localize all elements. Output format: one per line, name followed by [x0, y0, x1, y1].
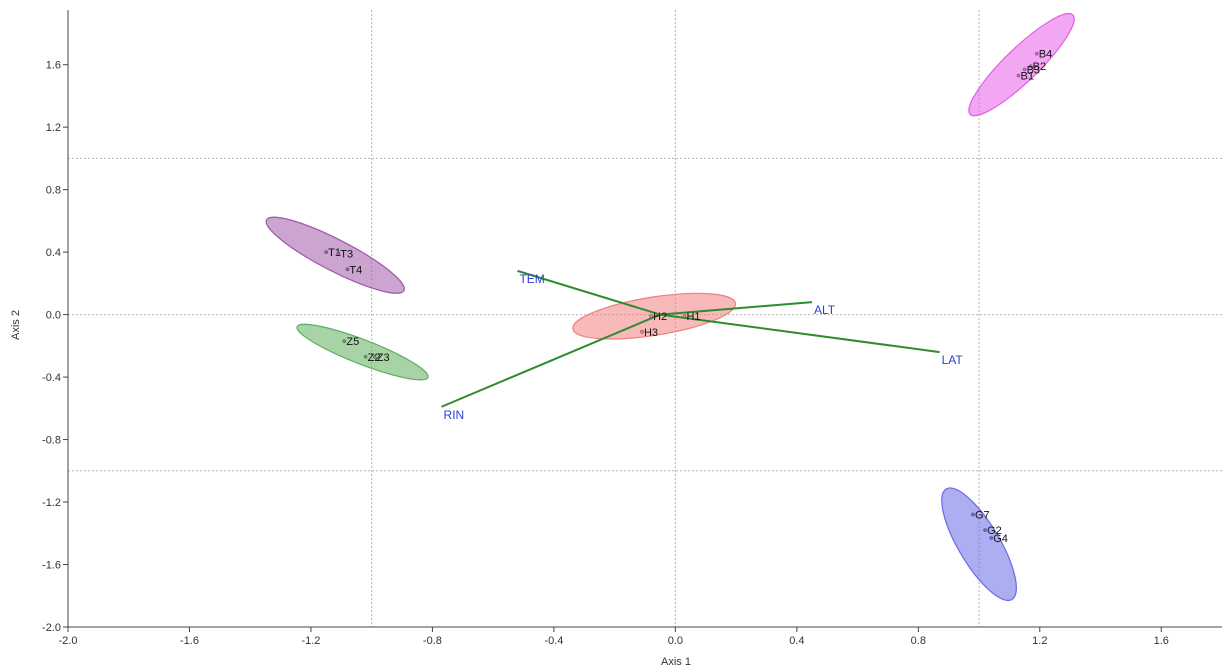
y-tick-label-4: -0.4 [42, 372, 61, 384]
vector-label-ALT: ALT [814, 303, 836, 317]
x-tick-label-4: -0.4 [544, 635, 563, 647]
x-tick-label-9: 1.6 [1154, 635, 1169, 647]
vector-line-TEM [517, 269, 661, 316]
data-point-T3 [336, 251, 341, 256]
data-point-H3 [640, 329, 644, 334]
ellipse-layer [265, 12, 1075, 602]
point-label-B3: B3 [1027, 64, 1040, 76]
data-point-G7 [971, 512, 975, 517]
vector-line-ALT [660, 301, 813, 316]
point-label-B4: B4 [1039, 49, 1052, 61]
data-point-H1 [682, 314, 687, 318]
vector-layer: TEM ALT LAT RIN [441, 269, 964, 422]
x-tick-label-7: 0.8 [911, 635, 926, 647]
point-label-G2: G2 [987, 525, 1002, 537]
x-axis-title: Axis 1 [661, 656, 691, 668]
data-point-Z2 [363, 354, 368, 359]
x-tick-label-5: 0.0 [668, 635, 683, 647]
y-tick-label-8: 1.2 [46, 122, 61, 134]
y-tick-label-7: 0.8 [46, 185, 61, 197]
y-tick-label-6: 0.4 [46, 247, 61, 259]
point-label-T1: T1 [328, 247, 341, 259]
data-point-B3 [1022, 67, 1027, 72]
y-tick-label-0: -2.0 [42, 622, 61, 634]
x-tick-label-3: -0.8 [423, 635, 442, 647]
point-label-T4: T4 [349, 264, 362, 276]
x-tick-label-2: -1.2 [301, 635, 320, 647]
data-point-B1 [1016, 73, 1021, 78]
confidence-ellipse-1 [265, 216, 405, 294]
point-label-Z3: Z3 [377, 352, 390, 364]
confidence-ellipse-2 [296, 323, 429, 381]
y-tick-label-3: -0.8 [42, 435, 61, 447]
y-tick-label-2: -1.2 [42, 497, 61, 509]
point-label-H1: H1 [686, 311, 700, 323]
point-layer: B4B2B3B1T1T3T4Z5Z2Z3H2H1H3G7G2G4 [324, 49, 1052, 545]
confidence-ellipse-4 [941, 487, 1017, 602]
data-point-Z3 [372, 354, 377, 359]
y-axis-title: Axis 2 [10, 310, 22, 340]
axis-layer: -2.0 -1.6 -1.2 -0.8 -0.4 0.0 0.4 0.8 1.2 1.6 -2.0 -… [42, 10, 1222, 647]
y-tick-label-9: 1.6 [46, 60, 61, 72]
point-label-H2: H2 [653, 311, 667, 323]
data-point-B2 [1028, 64, 1033, 69]
x-tick-label-0: -2.0 [59, 635, 78, 647]
point-label-Z5: Z5 [346, 336, 359, 348]
vector-line-LAT [660, 313, 940, 354]
data-point-G4 [989, 536, 994, 540]
confidence-ellipse-0 [968, 12, 1075, 117]
point-label-B2: B2 [1033, 61, 1046, 73]
point-label-H3: H3 [644, 327, 658, 339]
x-tick-label-6: 0.4 [789, 635, 804, 647]
x-tick-label-1: -1.6 [180, 635, 199, 647]
vector-line-RIN [441, 313, 661, 408]
data-point-T1 [324, 250, 328, 254]
y-tick-label-1: -1.6 [42, 560, 61, 572]
data-point-H2 [649, 314, 653, 318]
data-point-Z5 [342, 339, 347, 343]
point-label-G7: G7 [975, 510, 990, 522]
x-tick-label-8: 1.2 [1032, 635, 1047, 647]
point-label-T3: T3 [340, 249, 353, 261]
y-tick-label-5: 0.0 [46, 310, 61, 322]
point-label-B1: B1 [1021, 71, 1034, 83]
vector-label-RIN: RIN [444, 408, 465, 422]
vector-label-TEM: TEM [519, 272, 544, 286]
data-point-G2 [983, 528, 987, 532]
data-point-T4 [345, 267, 350, 272]
vector-label-LAT: LAT [942, 353, 964, 367]
data-point-B4 [1034, 51, 1039, 56]
point-label-G4: G4 [993, 533, 1008, 545]
